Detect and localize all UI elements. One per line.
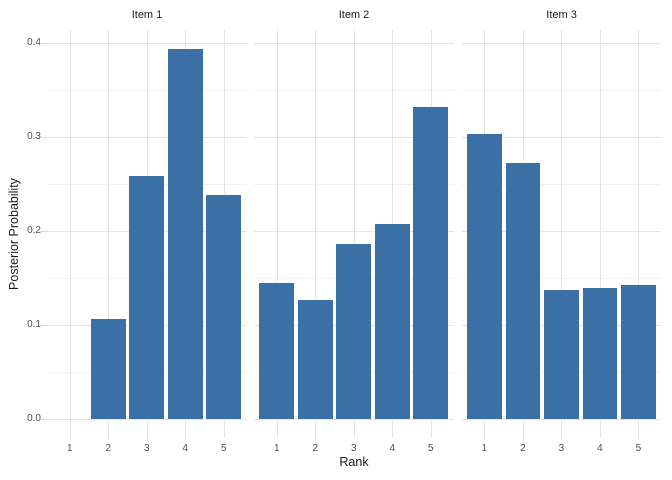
gridline-major bbox=[276, 30, 278, 438]
x-tick-label: 2 bbox=[312, 443, 319, 454]
y-tick-label: 0.0 bbox=[27, 413, 41, 424]
facet-panel bbox=[461, 30, 662, 438]
gridline-major bbox=[638, 30, 640, 438]
y-tick-label: 0.3 bbox=[27, 131, 41, 143]
gridline-major bbox=[599, 30, 601, 438]
x-tick-label: 2 bbox=[520, 443, 526, 454]
facet-panel bbox=[254, 30, 454, 438]
x-tick-label: 5 bbox=[635, 443, 642, 454]
bar bbox=[206, 194, 242, 419]
facet-title: Item 1 bbox=[131, 9, 163, 21]
y-axis-tick bbox=[39, 43, 48, 45]
gridline-major bbox=[108, 30, 110, 438]
x-tick-label: 1 bbox=[66, 443, 73, 454]
bar bbox=[413, 107, 449, 419]
bar bbox=[90, 318, 126, 419]
x-tick-label: 2 bbox=[105, 443, 112, 454]
x-tick-label: 3 bbox=[350, 443, 357, 454]
bar bbox=[544, 290, 579, 419]
y-tick-label: 0.2 bbox=[27, 225, 41, 237]
gridline-major bbox=[561, 30, 563, 438]
x-tick-label: 4 bbox=[597, 443, 603, 454]
y-tick-label: 0.1 bbox=[27, 319, 41, 331]
bar bbox=[374, 223, 410, 419]
facet-title: Item 2 bbox=[338, 9, 370, 21]
bar bbox=[621, 284, 656, 419]
x-axis-title: Rank bbox=[339, 455, 369, 469]
bar bbox=[336, 244, 372, 419]
bar bbox=[297, 299, 333, 419]
x-tick-label: 3 bbox=[558, 443, 565, 454]
bar bbox=[505, 162, 541, 419]
y-axis-tick bbox=[39, 419, 48, 420]
x-tick-label: 4 bbox=[182, 443, 189, 454]
bar bbox=[582, 287, 618, 419]
facet-panel bbox=[47, 30, 247, 438]
gridline-major bbox=[353, 30, 355, 438]
y-axis-tick bbox=[39, 231, 48, 233]
bar bbox=[259, 282, 295, 419]
x-tick-label: 5 bbox=[220, 443, 227, 454]
gridline-major bbox=[315, 30, 317, 438]
bar bbox=[167, 49, 203, 419]
facet-title: Item 3 bbox=[546, 9, 577, 21]
gridline-major bbox=[69, 30, 71, 438]
x-tick-label: 1 bbox=[481, 443, 488, 454]
y-axis-tick bbox=[39, 137, 48, 139]
x-tick-label: 3 bbox=[143, 443, 150, 454]
x-tick-label: 1 bbox=[273, 443, 280, 454]
bar bbox=[467, 133, 502, 419]
x-tick-label: 5 bbox=[427, 443, 434, 454]
y-tick-label: 0.4 bbox=[27, 37, 41, 49]
y-axis-tick bbox=[39, 325, 48, 327]
x-tick-label: 4 bbox=[389, 443, 396, 454]
bar bbox=[129, 175, 165, 419]
